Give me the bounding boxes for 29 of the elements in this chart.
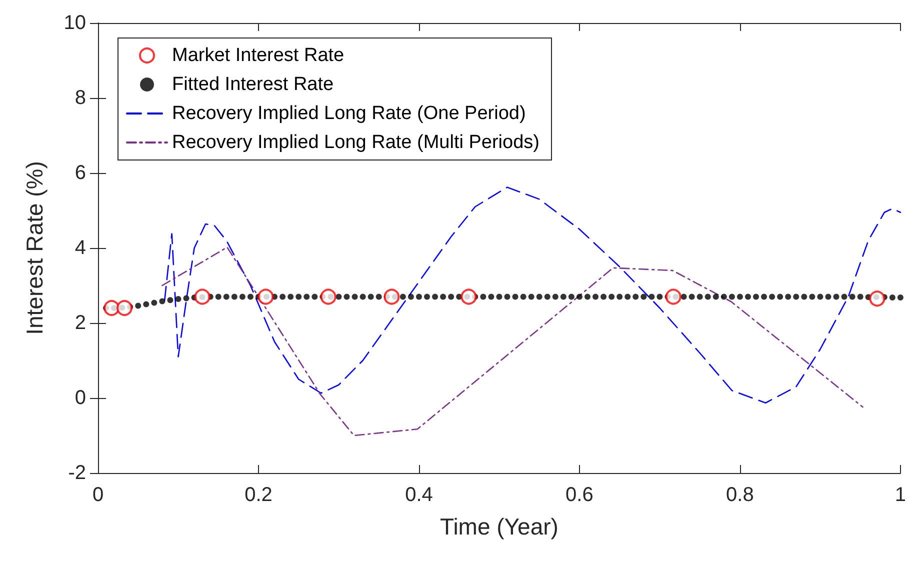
x-tick-label: 0.4 [405,484,433,506]
x-tick-label: 0.2 [244,484,272,506]
y-axis-title: Interest Rate (%) [22,161,48,335]
y-tick-label: 8 [74,87,86,109]
x-tick-label: 0.8 [726,484,754,506]
point [104,300,120,316]
line-series [162,246,864,436]
point [384,288,400,305]
y-tick-label: 4 [74,237,86,259]
legend-label: Recovery Implied Long Rate (Multi Periods) [172,132,540,153]
point [258,288,274,305]
y-tick-label: 6 [74,162,86,184]
point [194,288,210,305]
point [869,290,886,307]
x-tick-label: 0 [92,484,104,506]
y-tick-label: 10 [64,12,86,34]
x-axis-title: Time (Year) [440,514,558,540]
legend-label: Market Interest Rate [172,45,344,66]
y-tick-label: 2 [74,312,86,334]
y-tick-label: 0 [74,387,86,409]
x-tick-label: 1 [894,484,906,506]
point [665,288,682,305]
point [116,300,132,316]
point [320,288,336,305]
point [460,288,477,305]
legend-label: Fitted Interest Rate [172,74,334,95]
y-tick-label: -2 [68,462,86,484]
x-tick-label: 0.6 [566,484,594,506]
legend-label: Recovery Implied Long Rate (One Period) [172,103,526,124]
